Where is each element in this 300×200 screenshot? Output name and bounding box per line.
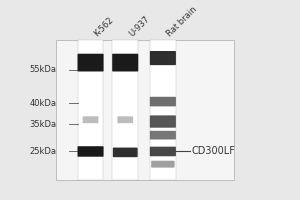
Text: 25kDa: 25kDa bbox=[30, 147, 57, 156]
Text: 40kDa: 40kDa bbox=[30, 99, 57, 108]
Text: U-937: U-937 bbox=[127, 14, 151, 38]
Text: Rat brain: Rat brain bbox=[165, 5, 198, 38]
FancyBboxPatch shape bbox=[112, 54, 138, 71]
Bar bbox=[56, 40, 234, 180]
FancyBboxPatch shape bbox=[150, 131, 176, 139]
FancyBboxPatch shape bbox=[77, 146, 104, 157]
FancyBboxPatch shape bbox=[150, 97, 176, 106]
Text: K-562: K-562 bbox=[92, 15, 116, 38]
Text: 55kDa: 55kDa bbox=[30, 65, 57, 74]
FancyBboxPatch shape bbox=[150, 51, 176, 65]
FancyBboxPatch shape bbox=[151, 161, 175, 168]
FancyBboxPatch shape bbox=[77, 54, 104, 71]
Bar bbox=[78, 40, 104, 180]
Text: 35kDa: 35kDa bbox=[30, 120, 57, 129]
FancyBboxPatch shape bbox=[113, 148, 138, 157]
FancyBboxPatch shape bbox=[150, 147, 176, 156]
FancyBboxPatch shape bbox=[150, 115, 176, 128]
Bar bbox=[112, 40, 138, 180]
FancyBboxPatch shape bbox=[117, 116, 133, 123]
FancyBboxPatch shape bbox=[83, 116, 98, 123]
Text: CD300LF: CD300LF bbox=[192, 146, 236, 156]
Bar bbox=[150, 40, 176, 180]
